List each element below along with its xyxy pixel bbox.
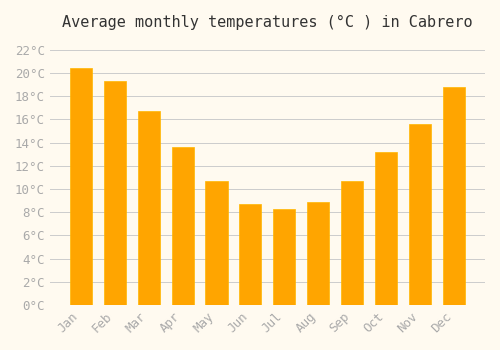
Bar xyxy=(70,68,92,305)
Bar xyxy=(240,204,262,305)
Bar xyxy=(409,124,432,305)
Bar xyxy=(375,152,398,305)
Title: Average monthly temperatures (°C ) in Cabrero: Average monthly temperatures (°C ) in Ca… xyxy=(62,15,472,30)
Bar xyxy=(172,147,194,305)
Bar xyxy=(274,209,295,305)
Bar xyxy=(308,202,330,305)
Bar xyxy=(138,111,160,305)
Bar xyxy=(443,87,465,305)
Bar xyxy=(206,181,228,305)
Bar xyxy=(104,81,126,305)
Bar xyxy=(342,181,363,305)
